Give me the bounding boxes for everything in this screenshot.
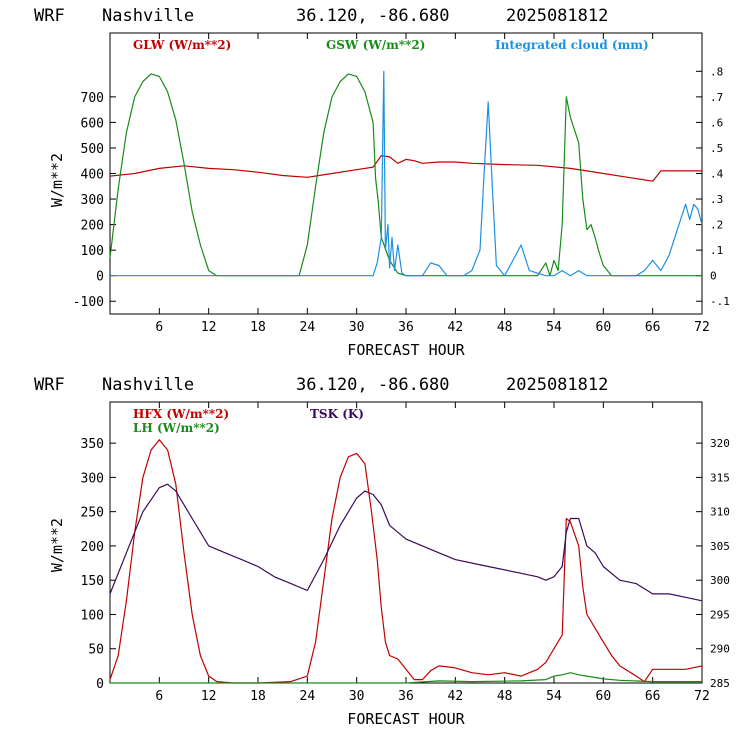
y-tick-label: -100 bbox=[73, 295, 104, 310]
x-tick-label: 24 bbox=[300, 689, 316, 704]
x-tick-label: 54 bbox=[546, 320, 562, 335]
y-tick-label: 150 bbox=[81, 574, 104, 589]
panel1-plot: 6 12 18 24 30 36 42 48 54 60 66 72 -100 0 100 200 300 400… bbox=[73, 32, 730, 335]
y-tick-label: 600 bbox=[81, 116, 104, 131]
x-tick-label: 48 bbox=[497, 689, 513, 704]
x-tick-label: 60 bbox=[596, 689, 612, 704]
x-tick-label: 24 bbox=[300, 320, 316, 335]
y-tick-label: 700 bbox=[81, 91, 104, 106]
y-tick-label: 0 bbox=[96, 270, 104, 285]
y2-tick-label: 315 bbox=[710, 471, 730, 484]
y2-tick-label: 290 bbox=[710, 643, 730, 656]
x-tick-label: 18 bbox=[250, 320, 266, 335]
panel1-model: WRF bbox=[34, 6, 65, 26]
series-line-hfx bbox=[109, 439, 703, 684]
y-tick-label: 200 bbox=[81, 219, 104, 234]
y-tick-label: 350 bbox=[81, 437, 104, 452]
plot-frame bbox=[109, 401, 703, 684]
y2-tick-label: .2 bbox=[710, 219, 723, 232]
y-tick-label: 100 bbox=[81, 244, 104, 259]
x-tick-label: 48 bbox=[497, 320, 513, 335]
legend-tsk: TSK (K) bbox=[310, 407, 364, 421]
x-tick-label: 12 bbox=[201, 689, 217, 704]
y-tick-label: 400 bbox=[81, 168, 104, 183]
legend-lh: LH (W/m**2) bbox=[133, 421, 220, 435]
x-tick-label: 54 bbox=[546, 689, 562, 704]
panel2-xlabel: FORECAST HOUR bbox=[347, 710, 465, 728]
y-tick-label: 300 bbox=[81, 471, 104, 486]
x-tick-label: 30 bbox=[349, 320, 365, 335]
x-tick-label: 18 bbox=[250, 689, 266, 704]
x-tick-label: 72 bbox=[694, 689, 710, 704]
series-line-glw bbox=[109, 155, 702, 182]
x-tick-label: 60 bbox=[596, 320, 612, 335]
panel1-site: Nashville bbox=[102, 6, 194, 26]
y2-tick-label: 285 bbox=[710, 677, 730, 690]
panel2-model: WRF bbox=[34, 375, 65, 395]
y2-tick-label: .5 bbox=[710, 142, 723, 155]
x-tick-label: 42 bbox=[448, 320, 464, 335]
panel1-coords: 36.120, -86.680 bbox=[296, 6, 450, 26]
x-tick-label: 36 bbox=[398, 689, 414, 704]
legend-glw: GLW (W/m**2) bbox=[133, 38, 231, 52]
y-tick-label: 200 bbox=[81, 540, 104, 555]
y2-tick-label: 310 bbox=[710, 506, 730, 519]
panel2-coords: 36.120, -86.680 bbox=[296, 375, 450, 395]
y2-tick-label: 320 bbox=[710, 437, 730, 450]
y2-tick-label: .4 bbox=[710, 168, 724, 181]
panel1-header: WRF Nashville 36.120, -86.680 2025081812 bbox=[34, 6, 608, 26]
y-tick-label: 0 bbox=[96, 677, 104, 692]
y2-tick-label: 295 bbox=[710, 608, 730, 621]
y2-tick-label: .6 bbox=[710, 116, 723, 129]
panel1-xlabel: FORECAST HOUR bbox=[347, 341, 465, 359]
x-tick-label: 30 bbox=[349, 689, 365, 704]
plot-frame bbox=[109, 32, 703, 315]
y-tick-label: 500 bbox=[81, 142, 104, 157]
legend-gsw: GSW (W/m**2) bbox=[326, 38, 425, 52]
y-tick-label: 250 bbox=[81, 506, 104, 521]
x-tick-label: 6 bbox=[155, 689, 163, 704]
y2-tick-label: -.1 bbox=[710, 295, 730, 308]
series-line-tsk bbox=[109, 483, 703, 602]
panel1-ylabel: W/m**2 bbox=[48, 153, 66, 207]
panel2-header: WRF Nashville 36.120, -86.680 2025081812 bbox=[34, 375, 608, 395]
x-tick-label: 12 bbox=[201, 320, 217, 335]
legend-cloud: Integrated cloud (mm) bbox=[495, 38, 649, 52]
y-tick-label: 50 bbox=[88, 643, 104, 658]
x-tick-label: 36 bbox=[398, 320, 414, 335]
x-tick-label: 42 bbox=[448, 689, 464, 704]
series-line-gsw bbox=[109, 73, 702, 277]
panel2-plot: 6 12 18 24 30 36 42 48 54 60 66 72 0 50 100 150 200 250 30… bbox=[81, 401, 730, 704]
series-line-integrated bbox=[110, 70, 703, 277]
y2-tick-label: .3 bbox=[710, 193, 723, 206]
panel2-ylabel: W/m**2 bbox=[48, 518, 66, 572]
y2-tick-label: .1 bbox=[710, 244, 723, 257]
panel2-run: 2025081812 bbox=[506, 375, 608, 395]
panel2-site: Nashville bbox=[102, 375, 194, 395]
x-tick-label: 66 bbox=[645, 320, 661, 335]
y-tick-label: 100 bbox=[81, 608, 104, 623]
y-tick-label: 300 bbox=[81, 193, 104, 208]
y2-tick-label: 300 bbox=[710, 574, 730, 587]
y2-tick-label: 305 bbox=[710, 540, 730, 553]
legend-hfx: HFX (W/m**2) bbox=[133, 407, 229, 421]
series-line-lh bbox=[110, 672, 702, 684]
panel1-run: 2025081812 bbox=[506, 6, 608, 26]
y2-tick-label: 0 bbox=[710, 270, 717, 283]
x-tick-label: 66 bbox=[645, 689, 661, 704]
x-tick-label: 6 bbox=[155, 320, 163, 335]
x-tick-label: 72 bbox=[694, 320, 710, 335]
y2-tick-label: .7 bbox=[710, 91, 723, 104]
y2-tick-label: .8 bbox=[710, 65, 723, 78]
